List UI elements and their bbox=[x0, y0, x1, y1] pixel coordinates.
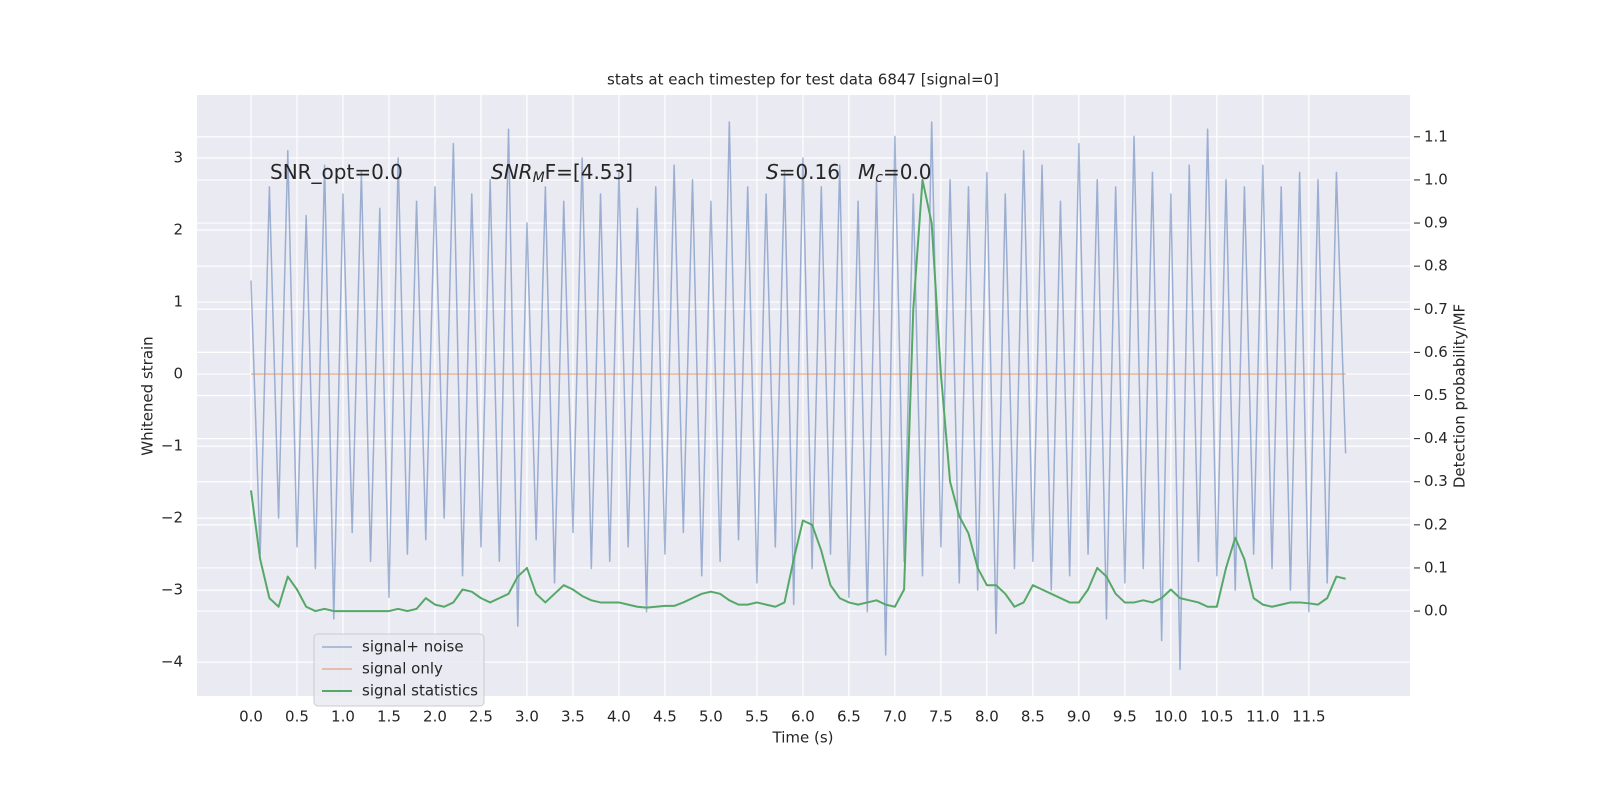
annotation-part: M bbox=[858, 160, 875, 184]
y-tick-label: −3 bbox=[161, 581, 183, 599]
y-tick-label: 3 bbox=[173, 149, 183, 167]
legend-label: signal only bbox=[362, 660, 443, 678]
x-tick-label: 10.5 bbox=[1200, 708, 1233, 726]
annotation-part: =0.0 bbox=[883, 160, 932, 184]
y2-tick-label: 0.3 bbox=[1424, 472, 1448, 490]
y2-tick-label: 1.1 bbox=[1424, 127, 1448, 145]
x-tick-label: 6.0 bbox=[791, 708, 815, 726]
y-tick-label: 2 bbox=[173, 221, 183, 239]
x-tick-label: 6.5 bbox=[837, 708, 861, 726]
x-tick-label: 8.5 bbox=[1021, 708, 1045, 726]
y-tick-label: 1 bbox=[173, 293, 183, 311]
annotation-part: c bbox=[875, 170, 883, 186]
series-line bbox=[249, 178, 1346, 613]
x-tick-label: 2.0 bbox=[423, 708, 447, 726]
chart-title: stats at each timestep for test data 684… bbox=[607, 71, 999, 89]
y2-tick-label: 0.6 bbox=[1424, 343, 1448, 361]
annotation-part: SNR_opt=0.0 bbox=[270, 160, 403, 184]
x-tick-label: 0.5 bbox=[285, 708, 309, 726]
y-tick-label: −1 bbox=[161, 437, 183, 455]
y2-tick-label: 0.1 bbox=[1424, 558, 1448, 576]
x-tick-label: 5.5 bbox=[745, 708, 769, 726]
x-tick-label: 11.0 bbox=[1246, 708, 1279, 726]
y2-tick-label: 0.0 bbox=[1424, 602, 1448, 620]
y2-axis-label: Detection probability/MF bbox=[1451, 304, 1469, 488]
x-tick-label: 1.0 bbox=[331, 708, 355, 726]
x-tick-label: 1.5 bbox=[377, 708, 401, 726]
annotation: S=0.16 bbox=[766, 160, 840, 184]
x-tick-label: 8.0 bbox=[975, 708, 999, 726]
annotation-part: SNR bbox=[491, 160, 533, 184]
marks bbox=[249, 121, 1347, 671]
annotation-part: =0.16 bbox=[779, 160, 840, 184]
y2-tick-label: 1.0 bbox=[1424, 170, 1448, 188]
legend-label: signal+ noise bbox=[362, 638, 464, 656]
annotation: SNR_opt=0.0 bbox=[270, 160, 403, 184]
x-tick-label: 5.0 bbox=[699, 708, 723, 726]
annotation: SNRMF=[4.53] bbox=[491, 160, 633, 187]
y-tick-label: 0 bbox=[173, 365, 183, 383]
y2-tick-label: 0.4 bbox=[1424, 429, 1448, 447]
x-tick-label: 11.5 bbox=[1292, 708, 1325, 726]
x-tick-label: 10.0 bbox=[1154, 708, 1187, 726]
x-tick-label: 3.0 bbox=[515, 708, 539, 726]
annotation: Mc=0.0 bbox=[858, 160, 932, 187]
y2-tick-label: 0.7 bbox=[1424, 300, 1448, 318]
x-tick-label: 4.0 bbox=[607, 708, 631, 726]
x-tick-label: 9.0 bbox=[1067, 708, 1091, 726]
series-line bbox=[250, 121, 1347, 671]
annotation-part: F=[4.53] bbox=[545, 160, 633, 184]
x-tick-label: 3.5 bbox=[561, 708, 585, 726]
y-tick-label: −2 bbox=[161, 509, 183, 527]
x-tick-label: 4.5 bbox=[653, 708, 677, 726]
y2-tick-label: 0.8 bbox=[1424, 257, 1448, 275]
legend-box bbox=[313, 633, 485, 707]
x-tick-label: 9.5 bbox=[1113, 708, 1137, 726]
y2-tick-label: 0.5 bbox=[1424, 386, 1448, 404]
legend-label: signal statistics bbox=[362, 682, 478, 700]
x-tick-label: 7.0 bbox=[883, 708, 907, 726]
x-axis-label: Time (s) bbox=[772, 729, 834, 747]
annotation-part: S bbox=[766, 160, 779, 184]
annotation-part: M bbox=[533, 170, 545, 186]
y2-tick-label: 0.2 bbox=[1424, 515, 1448, 533]
x-tick-label: 2.5 bbox=[469, 708, 493, 726]
y-tick-label: −4 bbox=[161, 653, 183, 671]
y2-tick-label: 0.9 bbox=[1424, 214, 1448, 232]
x-tick-label: 0.0 bbox=[239, 708, 263, 726]
labels: 0.0 0.5 1.0 1.5 2.0 2.5 3.0 3.5 4.0 4.5 5.0 5.5 6.0 6… bbox=[161, 127, 1448, 725]
y-axis-label: Whitened strain bbox=[139, 336, 157, 455]
x-tick-label: 7.5 bbox=[929, 708, 953, 726]
